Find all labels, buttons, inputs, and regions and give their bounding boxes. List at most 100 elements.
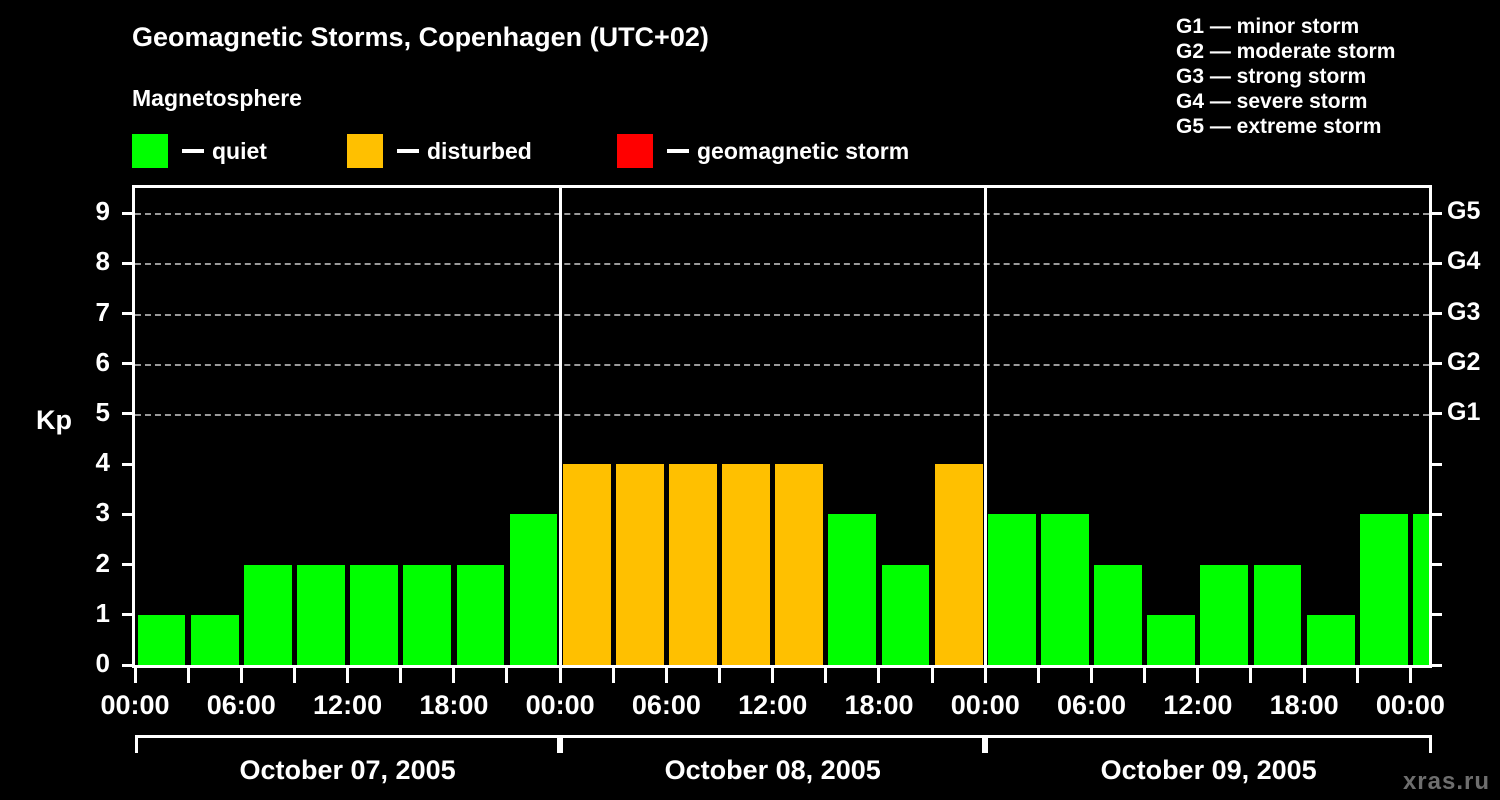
day-divider-2 bbox=[983, 188, 987, 665]
gridline-kp-8 bbox=[135, 263, 1429, 266]
y-tick-8 bbox=[122, 261, 134, 265]
x-tick bbox=[824, 667, 828, 683]
y-tick-right-4 bbox=[1430, 462, 1442, 466]
x-axis-label: 18:00 bbox=[419, 690, 489, 720]
y-tick-right-8 bbox=[1430, 261, 1442, 265]
bar bbox=[297, 564, 345, 665]
x-axis-label: 00:00 bbox=[1375, 690, 1445, 720]
x-tick bbox=[186, 667, 190, 683]
bar bbox=[1306, 614, 1355, 665]
bar bbox=[1094, 564, 1143, 665]
y-axis-label-3: 3 bbox=[95, 497, 110, 528]
y-axis-label-9: 9 bbox=[95, 196, 110, 227]
y-tick-5 bbox=[122, 412, 134, 416]
y-tick-4 bbox=[122, 462, 134, 466]
g-axis-label-g2: G2 bbox=[1447, 347, 1481, 376]
x-tick bbox=[930, 667, 934, 683]
x-axis-label: 06:00 bbox=[206, 690, 276, 720]
y-tick-7 bbox=[122, 312, 134, 316]
x-axis-label: 12:00 bbox=[313, 690, 383, 720]
legend-entry-disturbed: disturbed bbox=[347, 134, 532, 168]
legend-dash-icon bbox=[667, 149, 689, 153]
bar bbox=[509, 514, 558, 665]
y-tick-right-5 bbox=[1430, 412, 1442, 416]
x-tick bbox=[983, 667, 987, 683]
bar bbox=[722, 464, 771, 665]
g-scale-legend: G1 — minor storm G2 — moderate storm G3 — … bbox=[1158, 14, 1488, 139]
g-axis-label-g1: G1 bbox=[1447, 397, 1481, 426]
legend-entry-geomagnetic-storm: geomagnetic storm bbox=[617, 134, 909, 168]
x-axis-label: 06:00 bbox=[631, 690, 701, 720]
day-divider-1 bbox=[558, 188, 562, 665]
x-tick bbox=[877, 667, 881, 683]
date-bracket-2 bbox=[560, 735, 986, 753]
y-axis-label-8: 8 bbox=[95, 246, 110, 277]
x-tick bbox=[1408, 667, 1412, 683]
y-axis-label-5: 5 bbox=[95, 396, 110, 427]
y-axis-title: Kp bbox=[36, 405, 72, 435]
x-axis-label: 00:00 bbox=[100, 690, 170, 720]
x-tick bbox=[611, 667, 615, 683]
legend-dash-icon bbox=[182, 149, 204, 153]
bar bbox=[1253, 564, 1302, 665]
date-label-1: October 07, 2005 bbox=[239, 755, 456, 785]
y-tick-right-1 bbox=[1430, 613, 1442, 617]
legend-label: disturbed bbox=[427, 137, 532, 164]
x-tick bbox=[1196, 667, 1200, 683]
x-tick bbox=[292, 667, 296, 683]
legend-entry-quiet: quiet bbox=[132, 134, 267, 168]
page-title: Geomagnetic Storms, Copenhagen (UTC+02) bbox=[132, 22, 709, 52]
bar bbox=[934, 464, 983, 665]
bar bbox=[190, 614, 239, 665]
date-label-3: October 09, 2005 bbox=[1100, 755, 1317, 785]
g-scale-item-g3: G3 — strong storm bbox=[1176, 65, 1367, 88]
x-axis-label: 18:00 bbox=[1269, 690, 1339, 720]
watermark: xras.ru bbox=[1402, 768, 1490, 795]
bar bbox=[350, 564, 399, 665]
y-tick-0 bbox=[122, 663, 134, 667]
y-tick-right-0 bbox=[1430, 663, 1442, 667]
y-tick-1 bbox=[122, 613, 134, 617]
legend-dash-icon bbox=[397, 149, 419, 153]
x-tick bbox=[771, 667, 775, 683]
y-axis-label-7: 7 bbox=[95, 296, 110, 327]
g-scale-item-g1: G1 — minor storm bbox=[1176, 15, 1360, 38]
legend-swatch-quiet-icon bbox=[132, 134, 168, 168]
bar bbox=[1359, 514, 1408, 665]
plot-area bbox=[132, 185, 1432, 668]
x-tick bbox=[1249, 667, 1253, 683]
bar bbox=[1413, 514, 1429, 665]
y-tick-3 bbox=[122, 512, 134, 516]
x-axis-label: 06:00 bbox=[1057, 690, 1127, 720]
y-tick-9 bbox=[122, 211, 134, 215]
g-axis-label-g4: G4 bbox=[1447, 247, 1481, 276]
bar bbox=[456, 564, 505, 665]
bar bbox=[987, 514, 1036, 665]
gridline-kp-6 bbox=[135, 363, 1429, 366]
y-tick-right-7 bbox=[1430, 312, 1442, 316]
y-axis-label-6: 6 bbox=[95, 346, 110, 377]
y-tick-right-3 bbox=[1430, 512, 1442, 516]
gridline-kp-7 bbox=[135, 313, 1429, 316]
x-tick bbox=[558, 667, 562, 683]
bar bbox=[137, 614, 186, 665]
plot-inner bbox=[135, 188, 1429, 665]
x-tick bbox=[1302, 667, 1306, 683]
x-tick bbox=[505, 667, 509, 683]
y-axis-label-2: 2 bbox=[95, 547, 110, 578]
bar bbox=[615, 464, 664, 665]
x-axis-label: 12:00 bbox=[1163, 690, 1233, 720]
x-tick bbox=[399, 667, 403, 683]
legend-label: geomagnetic storm bbox=[697, 137, 910, 164]
y-axis-label-1: 1 bbox=[95, 597, 110, 628]
x-tick bbox=[346, 667, 350, 683]
g-scale-item-g5: G5 — extreme storm bbox=[1176, 115, 1382, 138]
date-label-2: October 08, 2005 bbox=[664, 755, 881, 785]
g-axis-label-g3: G3 bbox=[1447, 297, 1481, 326]
bar bbox=[881, 564, 930, 665]
g-scale-item-g2: G2 — moderate storm bbox=[1176, 40, 1396, 63]
y-tick-right-6 bbox=[1430, 362, 1442, 366]
magnetosphere-label: Magnetosphere bbox=[132, 85, 302, 111]
y-tick-right-2 bbox=[1430, 563, 1442, 567]
